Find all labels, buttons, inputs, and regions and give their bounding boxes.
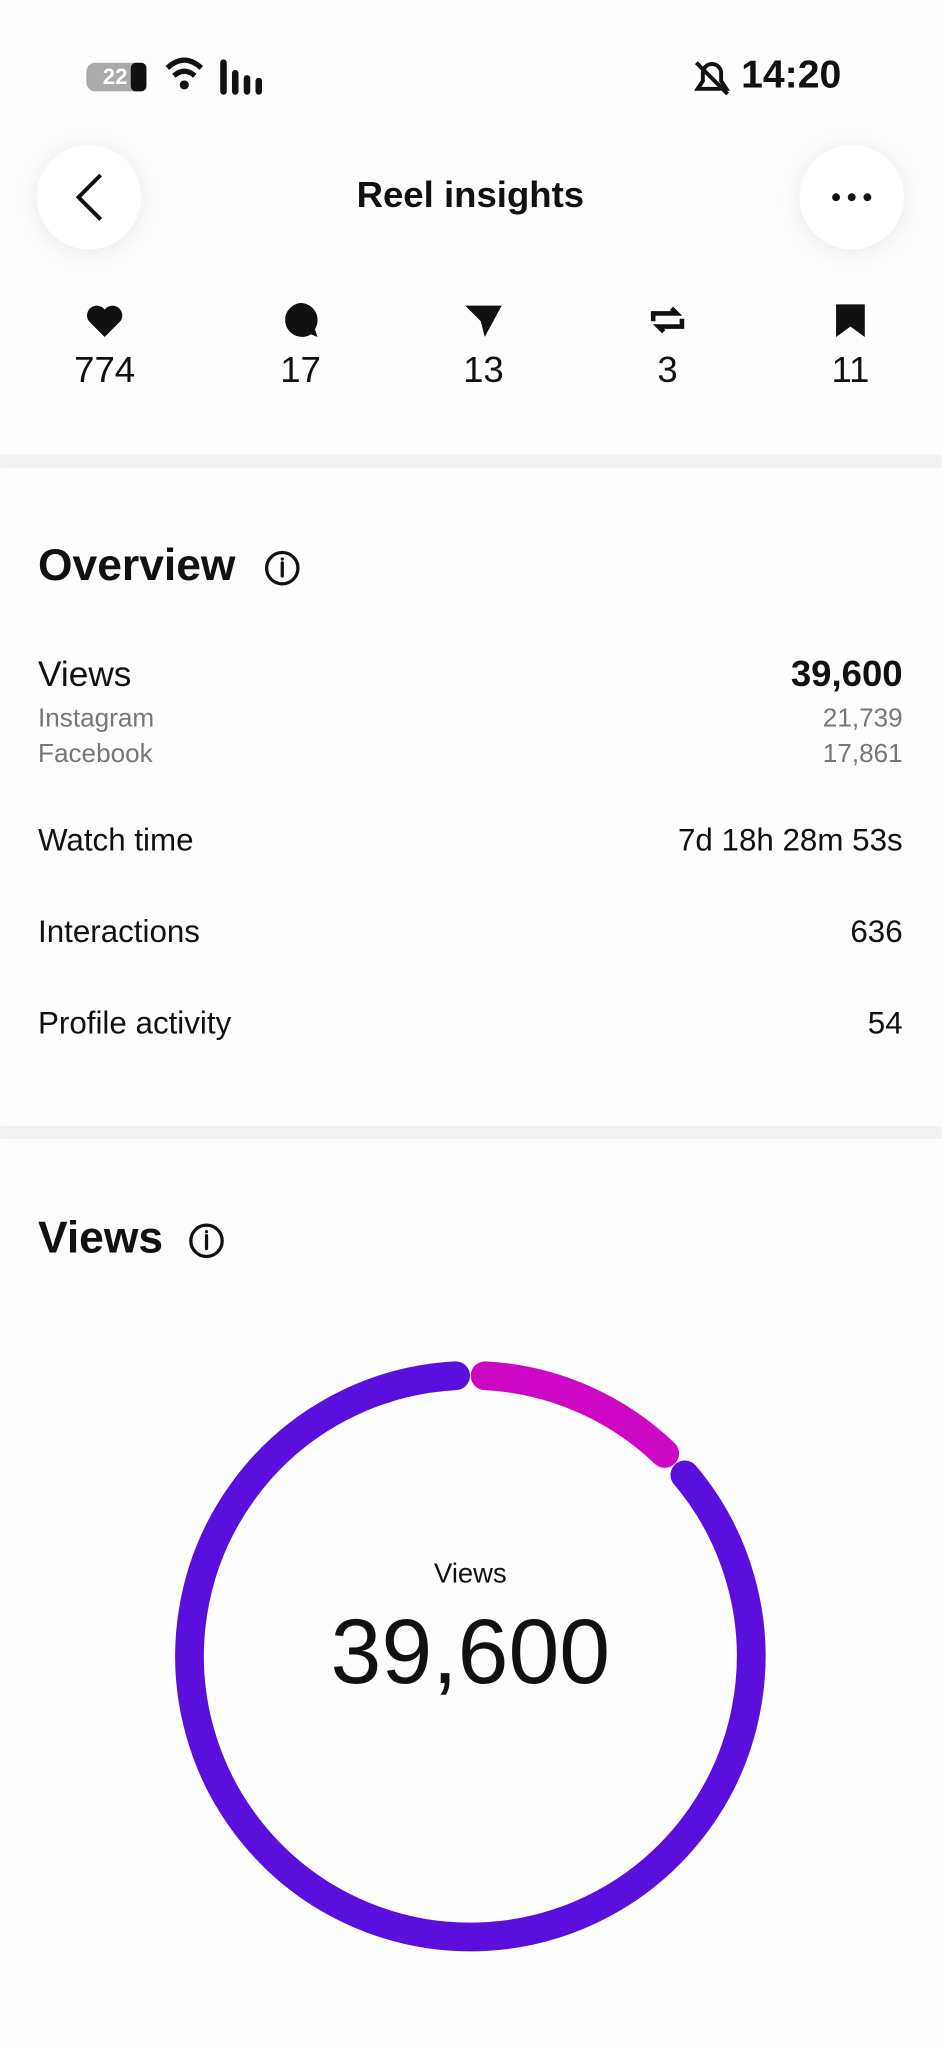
row-label: Watch time [38,823,194,858]
section-title: Views [38,1214,163,1263]
source-label: Facebook [38,738,154,768]
row-label: Interactions [38,914,200,949]
row-value: 636 [850,914,902,949]
status-bar: 22 14:20 [86,53,841,96]
row-value: 39,600 [791,653,903,694]
like-icon [87,305,123,337]
row-value: 54 [868,1006,903,1041]
source-label: Instagram [38,703,154,733]
back-icon [75,173,103,221]
clock: 14:20 [741,53,841,96]
back-button[interactable] [36,144,142,250]
divider [0,1125,942,1139]
info-icon[interactable] [264,550,300,586]
battery-level: 22 [103,64,128,89]
mute-icon [693,61,731,96]
info-icon[interactable] [189,1223,224,1259]
share-icon [465,305,502,337]
stats-icons [87,303,865,337]
page-title: Reel insights [357,174,585,215]
row-label: Views [38,655,131,694]
divider [0,454,942,468]
donut-segment [175,1361,766,1952]
stat-count: 3 [657,349,677,390]
stat-count: 11 [831,349,869,390]
wifi-icon [165,57,204,78]
donut-center-value: 39,600 [331,1601,611,1703]
source-value: 17,861 [823,738,903,768]
stat-count: 774 [74,349,135,390]
save-icon [836,304,865,337]
wifi-dot [179,80,189,90]
comment-icon [285,303,318,337]
stat-count: 17 [280,349,321,390]
source-value: 21,739 [823,703,903,733]
donut-segment [470,1361,680,1468]
battery-fill [130,62,147,92]
section-title: Overview [38,541,236,590]
header: Reel insights [36,144,904,250]
more-icon [832,193,872,202]
stat-count: 13 [463,349,504,390]
row-label: Profile activity [38,1006,232,1041]
donut-center-label: Views [434,1557,507,1588]
row-value: 7d 18h 28m 53s [678,823,903,858]
signal-icon [220,59,263,95]
repost-icon [650,306,685,334]
